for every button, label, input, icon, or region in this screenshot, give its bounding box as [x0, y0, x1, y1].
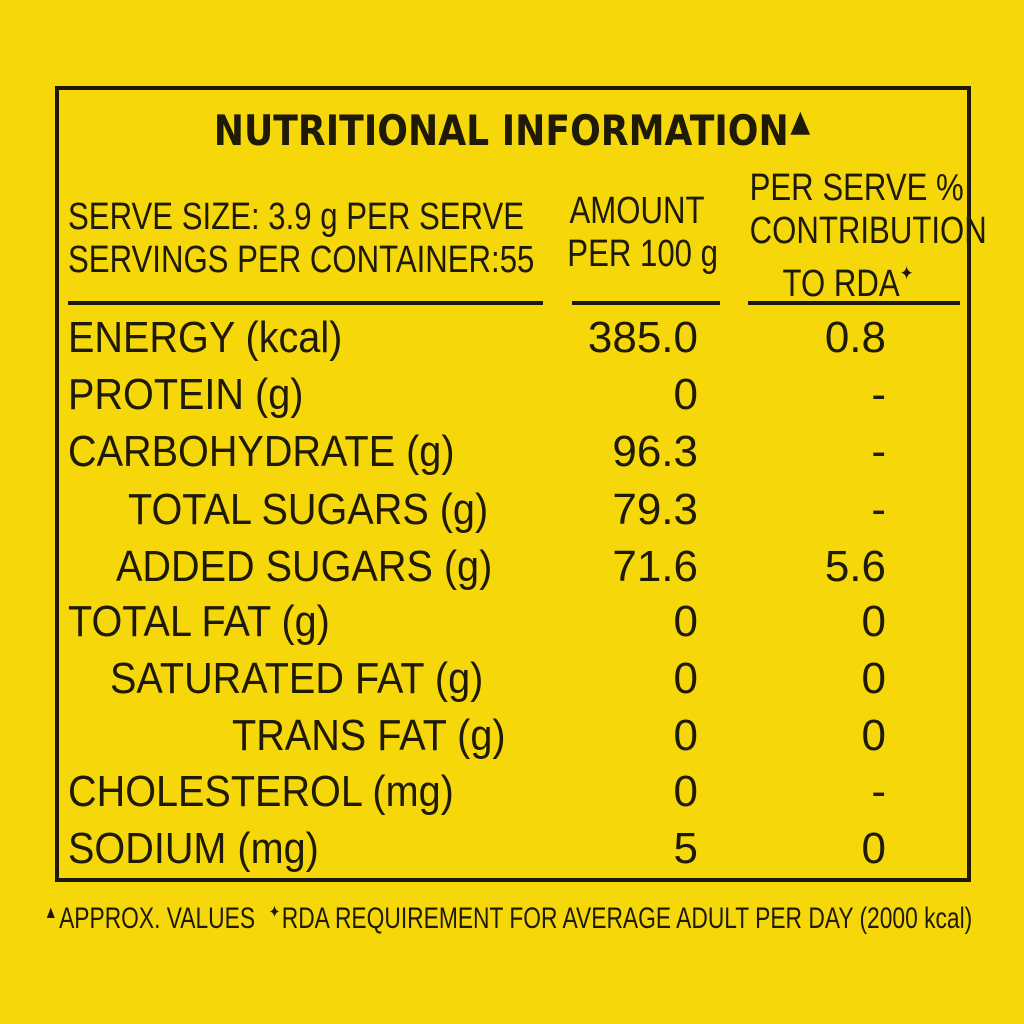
rda-column-header: PER SERVE % CONTRIBUTION TO RDA✦: [749, 167, 987, 306]
nutrient-row: TOTAL FAT (g) 0 0: [0, 593, 1024, 651]
nutrient-name: SODIUM (mg): [68, 824, 319, 873]
rda-header-line2: CONTRIBUTION: [749, 210, 987, 252]
nutrient-name: ENERGY (kcal): [68, 313, 343, 362]
nutrient-name: CARBOHYDRATE (g): [68, 427, 455, 476]
nutrient-row: PROTEIN (g) 0 -: [0, 366, 1024, 424]
nutrient-rda: -: [871, 485, 886, 534]
nutrient-row: CHOLESTEROL (mg) 0 -: [0, 763, 1024, 821]
nutrient-row: TRANS FAT (g) 0 0: [0, 707, 1024, 765]
nutrient-rda: 5.6: [824, 542, 886, 591]
footnote: ▲APPROX. VALUES ✦RDA REQUIREMENT FOR AVER…: [44, 894, 972, 937]
nutrient-amount: 0: [673, 711, 698, 760]
nutrient-amount: 79.3: [612, 485, 698, 534]
nutrient-amount: 0: [673, 370, 698, 419]
approx-mark-icon: ▲: [790, 104, 811, 139]
nutrient-rda: -: [871, 767, 886, 816]
header-rule-rda: [748, 301, 960, 305]
nutrient-row: TOTAL SUGARS (g) 79.3 -: [0, 481, 1024, 539]
nutrient-rda: 0: [861, 711, 886, 760]
nutrient-name: ADDED SUGARS (g): [116, 542, 493, 591]
header-rule-amount: [572, 301, 720, 305]
amount-header-line1: AMOUNT: [569, 190, 705, 232]
nutrient-name: TRANS FAT (g): [232, 711, 506, 760]
nutrient-rda: 0.8: [824, 313, 886, 362]
nutrient-rda: 0: [861, 824, 886, 873]
rda-mark-icon: ✦: [899, 263, 914, 285]
amount-header-line2: PER 100 g: [567, 233, 719, 275]
nutrient-name: CHOLESTEROL (mg): [68, 767, 454, 816]
nutrient-amount: 0: [673, 767, 698, 816]
nutrient-amount: 0: [673, 654, 698, 703]
nutrient-row: ADDED SUGARS (g) 71.6 5.6: [0, 538, 1024, 596]
nutrient-amount: 385.0: [587, 313, 698, 362]
nutrient-amount: 96.3: [612, 427, 698, 476]
nutrient-name: SATURATED FAT (g): [110, 654, 484, 703]
nutrient-rda: -: [871, 427, 886, 476]
servings-per-container-text: SERVINGS PER CONTAINER:55: [68, 239, 535, 281]
rda-header-line1: PER SERVE %: [749, 167, 964, 209]
nutrient-amount: 71.6: [612, 542, 698, 591]
header-rule-name: [68, 301, 543, 305]
nutrient-amount: 5: [673, 824, 698, 873]
rda-mark-icon: ✦: [268, 902, 281, 922]
footnote-rda-text: RDA REQUIREMENT FOR AVERAGE ADULT PER DA…: [281, 902, 973, 935]
nutrient-row: SODIUM (mg) 5 0: [0, 820, 1024, 878]
nutrient-rda: 0: [861, 597, 886, 646]
nutrient-row: SATURATED FAT (g) 0 0: [0, 650, 1024, 708]
nutrient-rda: -: [871, 370, 886, 419]
serving-info: SERVE SIZE: 3.9 g PER SERVE SERVINGS PER…: [68, 196, 534, 282]
nutrient-name: PROTEIN (g): [68, 370, 304, 419]
nutrient-name: TOTAL SUGARS (g): [128, 485, 489, 534]
rda-header-line3: TO RDA: [782, 263, 900, 305]
nutrient-rda: 0: [861, 654, 886, 703]
nutrient-amount: 0: [673, 597, 698, 646]
rda-header-line3-wrap: TO RDA✦: [750, 253, 947, 306]
amount-column-header: AMOUNT PER 100 g: [567, 190, 719, 276]
approx-mark-icon: ▲: [44, 902, 58, 922]
nutrient-row: CARBOHYDRATE (g) 96.3 -: [0, 423, 1024, 481]
footnote-approx-text: APPROX. VALUES: [59, 902, 256, 935]
nutrition-title: NUTRITIONAL INFORMATION▲: [72, 104, 953, 155]
nutrient-row: ENERGY (kcal) 385.0 0.8: [0, 309, 1024, 367]
nutrient-name: TOTAL FAT (g): [68, 597, 330, 646]
nutrition-title-text: NUTRITIONAL INFORMATION: [213, 106, 789, 155]
nutrition-label-frame: [55, 86, 971, 882]
serve-size-text: SERVE SIZE: 3.9 g PER SERVE: [68, 196, 525, 238]
